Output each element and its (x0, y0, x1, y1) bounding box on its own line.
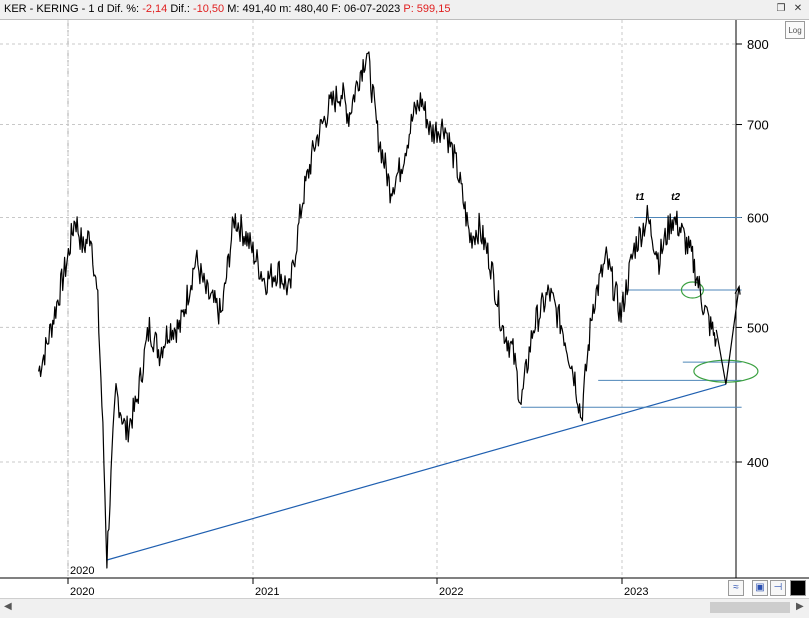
highlight-ellipse-large (693, 359, 759, 383)
price-chart[interactable]: 2020 2021 2022 2023 400 500 600 700 800 t1 t2 20… (0, 0, 809, 598)
min-label: m: 480,40 (279, 3, 329, 15)
color-swatch-icon[interactable] (790, 580, 806, 596)
wave-icon[interactable]: ≈ (728, 580, 744, 596)
x-tick-label-2021: 2021 (255, 586, 279, 598)
interval-label: 1 d (88, 3, 104, 15)
dif-pct-label: Dif. %: (106, 3, 140, 15)
y-tick-label-800: 800 (747, 37, 769, 52)
horizontal-scrollbar[interactable]: ◀ ▶ (0, 598, 809, 618)
y-tick-label-400: 400 (747, 455, 769, 470)
date-label: F: 06-07-2023 (331, 3, 401, 15)
highlight-ellipse-small (680, 281, 705, 299)
projection-arrow (715, 286, 740, 385)
header-text: KER - KERING - 1 d Dif. %: -2,14 Dif.: -… (4, 3, 450, 15)
close-icon[interactable]: ✕ (793, 3, 803, 14)
log-scale-button[interactable]: Log (785, 21, 805, 39)
price-label: P: 599,15 (403, 3, 451, 15)
max-label: M: 491,40 (227, 3, 277, 15)
projection-arrowhead (734, 284, 741, 295)
year-marker-label: 2020 (70, 565, 94, 577)
y-tick-label-500: 500 (747, 320, 769, 335)
dif-value: -10,50 (192, 3, 225, 15)
y-tick-label-600: 600 (747, 210, 769, 225)
pin-icon[interactable]: ⊣ (770, 580, 786, 596)
x-tick-label-2023: 2023 (624, 586, 648, 598)
annotations: t1 t2 (106, 192, 759, 561)
peak-label-t1: t1 (636, 192, 645, 203)
peak-label-t2: t2 (671, 192, 680, 203)
y-tick-label-700: 700 (747, 118, 769, 133)
scrollbar-thumb[interactable] (710, 602, 790, 613)
x-tick-label-2020: 2020 (70, 586, 94, 598)
x-ticks: 2020 2021 2022 2023 (67, 578, 648, 598)
dif-label: Dif.: (170, 3, 190, 15)
y-ticks: 400 500 600 700 800 (736, 37, 769, 470)
dif-pct-value: -2,14 (142, 3, 168, 15)
x-tick-label-2022: 2022 (439, 586, 463, 598)
trendline (106, 383, 727, 561)
chart-header: KER - KERING - 1 d Dif. %: -2,14 Dif.: -… (0, 0, 809, 20)
scroll-left-icon[interactable]: ◀ (4, 601, 12, 612)
price-series-line (38, 51, 717, 569)
restore-icon[interactable]: ❐ (776, 3, 786, 14)
save-icon[interactable]: ▣ (752, 580, 768, 596)
scroll-right-icon[interactable]: ▶ (796, 601, 804, 612)
ticker-label: KER - KERING - (4, 3, 86, 15)
